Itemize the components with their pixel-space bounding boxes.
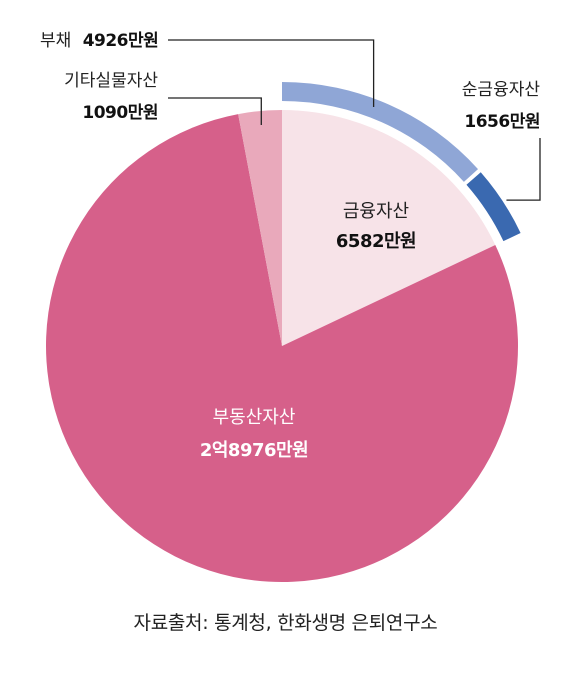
source-caption: 자료출처: 통계청, 한화생명 은퇴연구소 <box>133 612 438 634</box>
arc-net <box>466 172 521 242</box>
arc-label-net-value: 1656만원 <box>464 112 540 132</box>
slice-label-other-value: 1090만원 <box>82 103 158 123</box>
arc-label-debt: 부채 4926만원 <box>40 31 158 51</box>
asset-pie-chart: 금융자산 6582만원 부동산자산 2억8976만원 기타실물자산 1090만원… <box>40 31 541 583</box>
financial-breakdown-arcs <box>282 82 521 242</box>
arc-label-debt-value: 4926만원 <box>83 31 159 51</box>
pie-slices <box>45 110 518 583</box>
arc-debt <box>282 82 479 182</box>
slice-label-other-name: 기타실물자산 <box>64 71 158 91</box>
slice-label-realestate-value: 2억8976만원 <box>200 440 308 461</box>
pie-slice-realestate <box>45 114 518 583</box>
arc-label-net-name: 순금융자산 <box>462 80 541 100</box>
slice-label-financial-value: 6582만원 <box>336 231 416 252</box>
leader-line-net <box>506 138 541 201</box>
leader-lines <box>168 39 541 201</box>
pie-slice-financial <box>282 110 496 346</box>
leader-line-debt <box>168 39 375 107</box>
leader-line-other <box>168 97 262 125</box>
slice-label-realestate-name: 부동산자산 <box>213 407 296 428</box>
slice-label-financial-name: 금융자산 <box>343 201 409 222</box>
arc-label-debt-name: 부채 <box>40 31 71 51</box>
pie-slice-other <box>238 110 282 346</box>
